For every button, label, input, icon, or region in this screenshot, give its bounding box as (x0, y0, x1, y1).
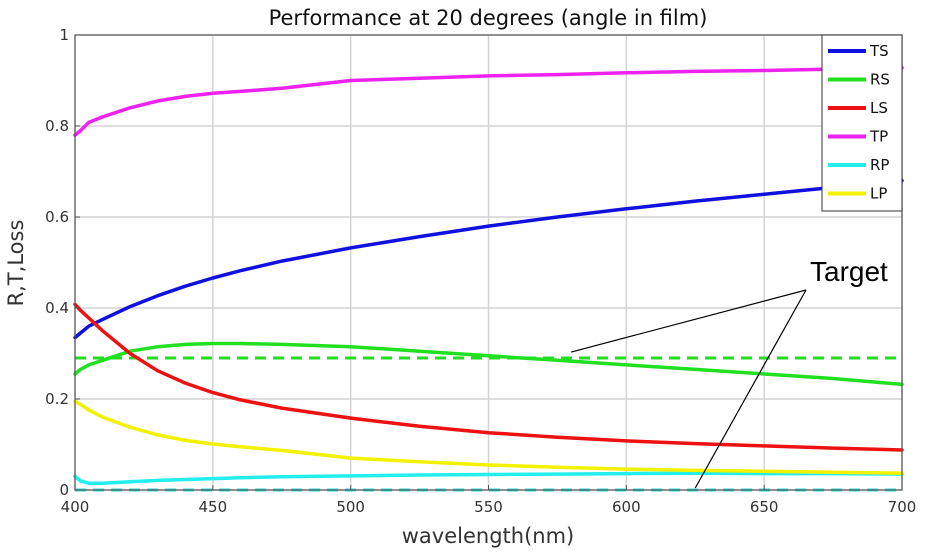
legend-label-rp: RP (870, 156, 889, 174)
x-tick-label: 650 (750, 498, 779, 516)
x-tick-label: 550 (474, 498, 503, 516)
series-line-tp (73, 66, 904, 137)
annotation-pointer (571, 289, 807, 353)
y-tick-label: 1 (59, 26, 69, 44)
legend-label-tp: TP (869, 128, 888, 146)
y-tick-label: 0.6 (45, 208, 69, 226)
grid (74, 34, 903, 491)
y-tick-label: 0.2 (45, 390, 69, 408)
x-tick-label: 600 (612, 498, 641, 516)
target-annotation-label: Target (810, 256, 888, 287)
chart-title: Performance at 20 degrees (angle in film… (269, 6, 708, 30)
x-tick-label: 400 (61, 498, 90, 516)
series-line-ts (73, 178, 904, 340)
legend-label-ts: TS (869, 42, 889, 60)
legend-label-rs: RS (870, 71, 890, 89)
y-axis-title: R,T,Loss (4, 220, 28, 307)
x-tick-label: 500 (336, 498, 365, 516)
x-tick-label: 450 (199, 498, 228, 516)
y-tick-label: 0.4 (45, 299, 69, 317)
series-line-lp (73, 399, 904, 475)
y-tick-label: 0 (59, 481, 69, 499)
legend-label-lp: LP (870, 185, 887, 203)
x-tick-label: 700 (888, 498, 917, 516)
annotation-pointer (694, 289, 807, 489)
y-axis-ticks: 0 0.2 0.4 0.6 0.8 1 (45, 26, 80, 499)
series-line-rs (73, 341, 904, 387)
legend: TS RS LS TP RP LP (821, 34, 903, 212)
series-line-rp (73, 471, 904, 485)
y-tick-label: 0.8 (45, 117, 69, 135)
target-annotation: Target (571, 256, 888, 489)
legend-label-ls: LS (870, 99, 888, 117)
series-lines (73, 66, 904, 485)
x-axis-ticks: 400 450 500 550 600 650 700 (61, 485, 917, 516)
x-axis-title: wavelength(nm) (402, 524, 574, 548)
legend-box (821, 34, 903, 212)
series-line-ls (73, 302, 904, 452)
